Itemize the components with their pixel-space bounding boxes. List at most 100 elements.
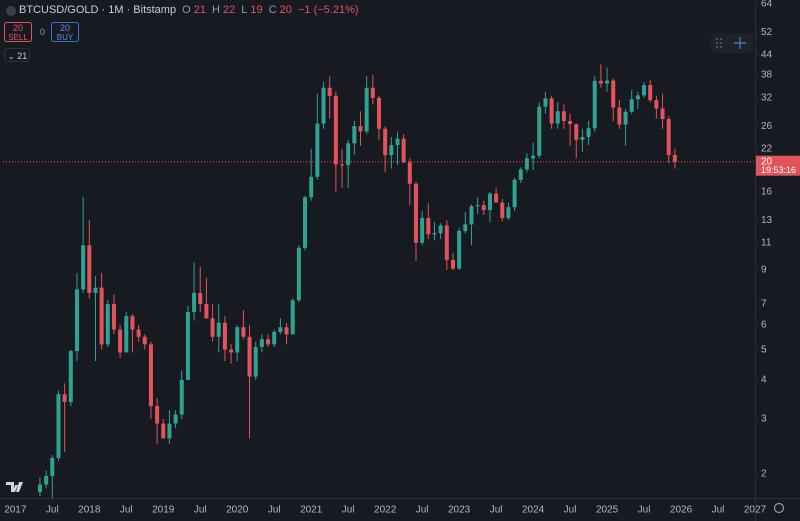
candle-body [506,207,511,219]
candle-body [500,202,505,219]
candle-body [377,97,381,129]
symbol-legend: BTCUSD/GOLD · 1M · Bitstamp O 21 H 22 L 19 … [19,4,362,16]
candle [44,470,49,489]
legend-label: H [212,4,220,16]
candle-body [56,394,61,458]
candle [611,78,616,122]
candle [389,136,394,169]
candle-body [266,339,271,345]
candle [358,111,363,146]
x-tick-label: 2024 [522,505,545,516]
candle [290,298,295,335]
candle [303,195,308,251]
x-tick-label: 2025 [596,505,619,516]
candle [50,454,55,498]
candle [118,324,123,359]
y-tick-label: 7 [761,299,767,310]
candle [99,273,104,350]
candle-body [278,327,283,332]
candle-body [148,344,153,407]
candle-body [111,304,116,330]
indicators-toggle[interactable]: ⌄ 21 [4,48,30,62]
settings-icon[interactable] [773,502,785,514]
candle-body [518,169,523,180]
candle-body [413,183,418,243]
legend-value: 20 [279,4,292,16]
candle-body [401,138,406,163]
y-tick-label: 9 [761,265,767,276]
candle-body [303,197,308,248]
candle-body [407,162,412,184]
x-tick-label: Jul [490,505,503,516]
candle-body [574,124,579,140]
candle-body [358,126,363,132]
candle-body [62,394,67,402]
candle-body [605,80,610,84]
legend-value: 21 [193,4,206,16]
candle-body [364,87,369,132]
candle [568,113,573,146]
candle-body [438,225,443,234]
candle-body [259,339,264,348]
candle [605,67,610,92]
sell-button[interactable]: 20 SELL [4,22,32,42]
current-price-label: 20 [761,156,773,167]
candle-body [327,87,332,96]
candle-body [68,351,73,402]
candle-body [666,119,671,156]
candle [574,123,579,159]
y-tick-label: 44 [761,49,773,60]
candle-body [611,80,616,108]
candle-body [118,329,123,353]
candle-body [229,349,234,353]
candle [352,121,357,156]
candle-body [346,143,351,166]
candle [672,148,677,169]
candle-body [130,316,135,330]
buy-label: BUY [56,33,74,42]
buy-button[interactable]: 20 BUY [51,22,79,42]
bar-countdown: 19:53:16 [761,165,796,175]
candle [309,148,314,201]
candle-body [296,247,301,301]
candle [623,108,628,146]
candle-body [216,322,221,337]
x-tick-label: Jul [638,505,651,516]
candle [598,64,603,88]
candle-body [450,259,455,269]
candle-body [192,292,197,313]
candle-body [290,300,295,335]
candle [383,126,388,173]
candle [136,324,141,342]
candle-body [531,155,536,159]
candle-body [204,304,209,319]
chart-widget[interactable] [711,33,753,53]
candle-body [185,312,190,380]
plot-area [3,64,755,498]
y-tick-label: 4 [761,375,767,386]
candle [247,324,252,439]
candle-body [617,107,622,125]
candle [475,197,480,215]
candle [235,324,240,362]
candle-body [660,108,665,120]
legend-value: 19 [250,4,263,16]
candle-body [475,205,480,207]
candle-body [272,331,277,345]
candle-body [247,336,252,377]
candle-body [179,379,184,415]
candle [173,410,178,429]
candle [81,197,86,293]
candle [487,191,492,223]
candle-body [124,316,129,353]
candle [253,341,258,380]
candle [420,211,425,246]
candle-body [444,225,449,260]
candle-body [352,126,357,144]
candle-body [253,347,258,377]
candle-body [623,111,628,125]
candle [259,334,264,353]
candle [296,245,301,303]
candle-body [648,85,653,101]
